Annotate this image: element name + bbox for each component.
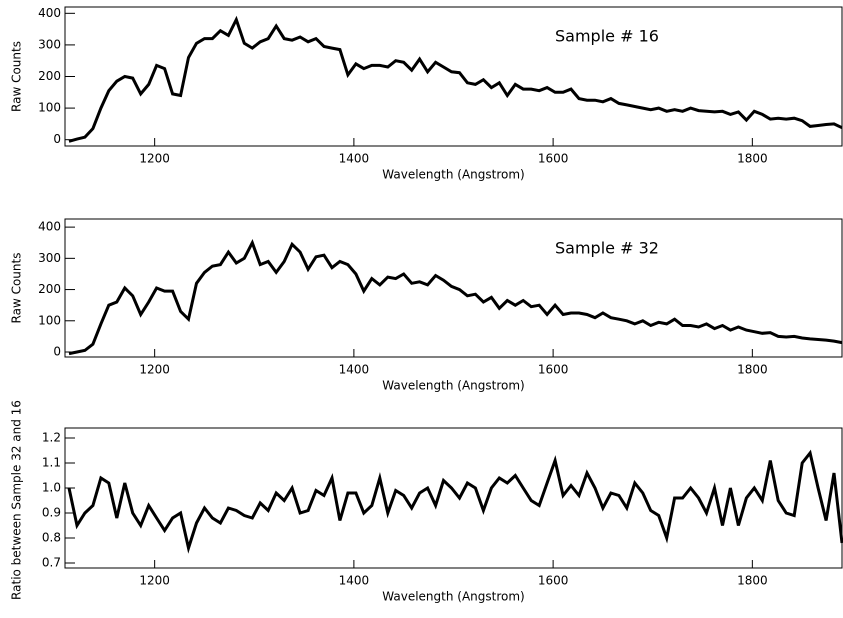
x-tick-label: 1200 [139,152,170,166]
y-tick-label: 100 [38,313,61,327]
y-tick-label: 400 [38,6,61,20]
y-tick-label: 0.7 [42,556,61,570]
x-tick-label: 1800 [737,363,768,377]
annotation: Sample # 16 [555,27,659,46]
y-tick-label: 0.9 [42,506,61,520]
data-line [67,449,843,554]
y-tick-label: 200 [38,69,61,83]
y-tick-label: 100 [38,101,61,115]
x-tick-label: 1600 [538,152,569,166]
plot-frame [64,6,843,147]
x-tick-label: 1200 [139,363,170,377]
y-axis-label: Ratio between Sample 32 and 16 [10,400,24,600]
y-tick-label: 1.2 [42,431,61,445]
x-tick-label: 1400 [339,363,370,377]
y-tick-label: 0 [53,132,61,146]
x-tick-label: 1600 [538,574,569,588]
plot-frame [64,427,843,569]
x-tick-label: 1600 [538,363,569,377]
data-line [68,15,843,143]
y-tick-label: 200 [38,282,61,296]
y-tick-label: 0.8 [42,531,61,545]
x-tick-label: 1200 [139,574,170,588]
y-tick-label: 1.1 [42,456,61,470]
x-axis-label: Wavelength (Angstrom) [382,379,524,393]
annotation: Sample # 32 [555,239,659,258]
y-tick-label: 0 [53,345,61,359]
y-axis-label: Raw Counts [10,41,24,112]
y-tick-label: 400 [38,220,61,234]
x-tick-label: 1800 [737,152,768,166]
y-axis-label: Raw Counts [10,253,24,324]
y-tick-label: 300 [38,251,61,265]
x-tick-label: 1400 [339,574,370,588]
x-tick-label: 1400 [339,152,370,166]
x-axis-label: Wavelength (Angstrom) [382,168,524,182]
x-tick-label: 1800 [737,574,768,588]
y-tick-label: 300 [38,37,61,51]
data-line [68,238,843,356]
plot-frame [64,218,843,358]
x-axis-label: Wavelength (Angstrom) [382,590,524,604]
y-tick-label: 1.0 [42,481,61,495]
